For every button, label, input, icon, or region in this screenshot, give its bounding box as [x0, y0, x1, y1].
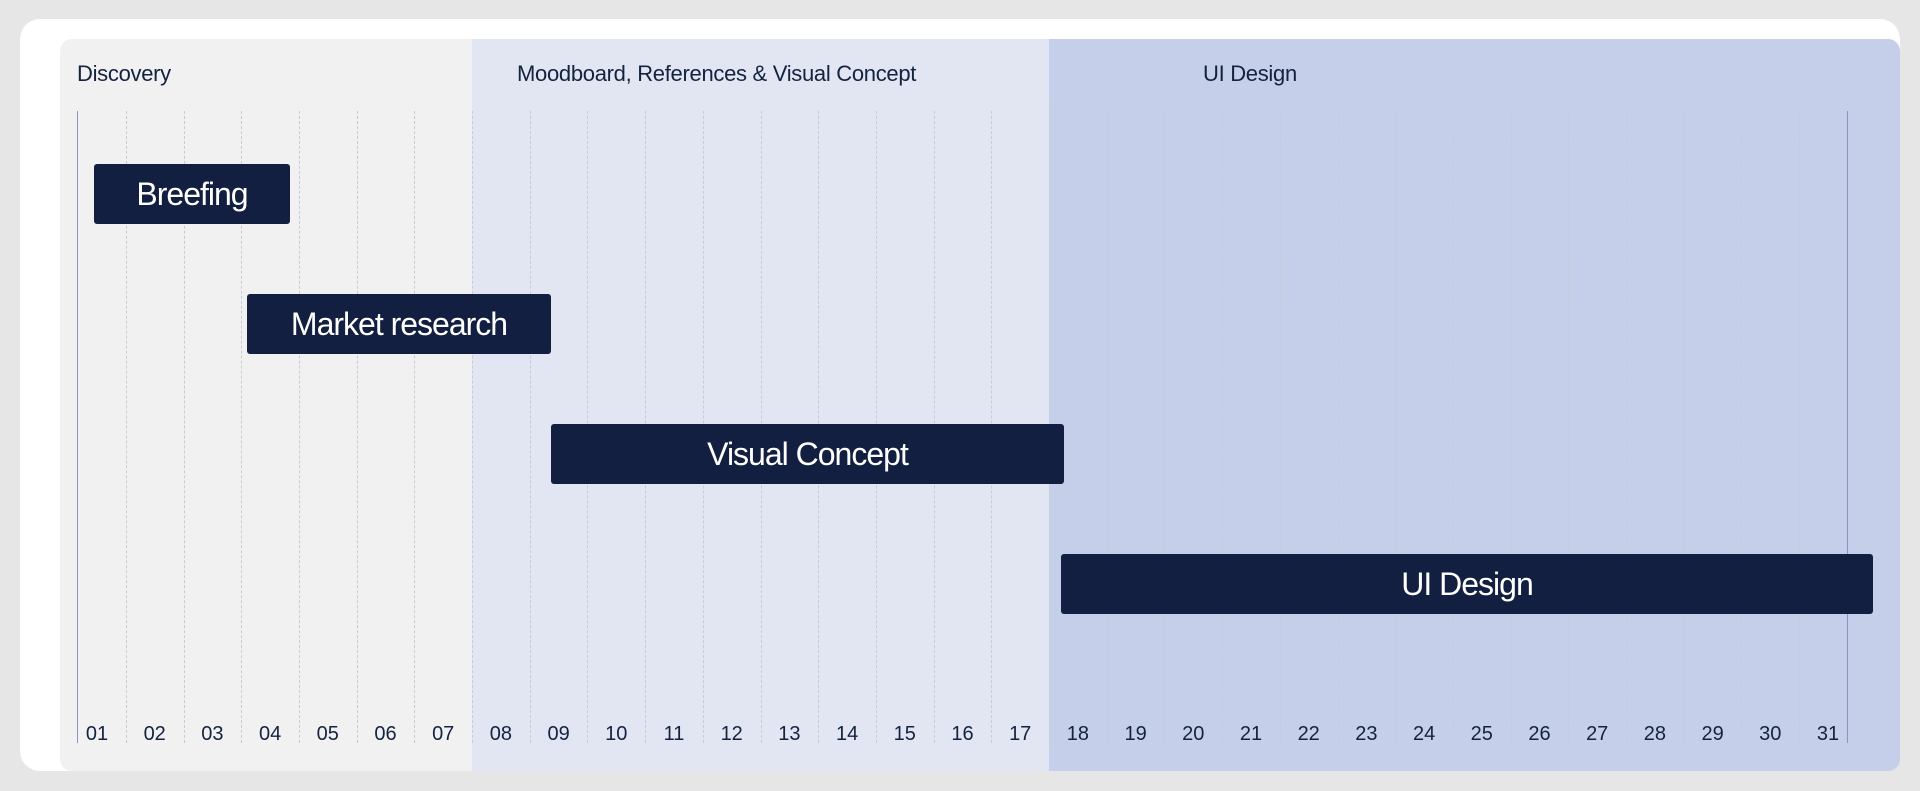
phase-background — [60, 39, 473, 771]
x-tick-label: 05 — [316, 723, 339, 745]
grid-line — [125, 111, 127, 743]
grid-line — [1164, 111, 1166, 743]
grid-line — [1222, 111, 1224, 743]
x-tick-label: 04 — [258, 723, 282, 745]
x-tick-label: 13 — [778, 723, 801, 745]
x-tick-label: 23 — [1355, 723, 1378, 745]
x-tick-label: 08 — [489, 723, 513, 745]
x-tick-label: 27 — [1586, 723, 1609, 745]
x-tick-label: 20 — [1182, 723, 1205, 745]
grid-line — [1799, 111, 1801, 743]
x-tick-label: 30 — [1759, 723, 1782, 745]
task-bar[interactable]: Market research — [247, 294, 551, 354]
x-tick-label: 21 — [1239, 723, 1263, 745]
x-tick-label: 19 — [1124, 723, 1147, 745]
x-tick-label: 10 — [605, 723, 628, 745]
grid-line — [1279, 111, 1281, 743]
x-tick-label: 24 — [1412, 723, 1436, 745]
phase-label: Discovery — [77, 61, 171, 86]
grid-line — [1106, 111, 1108, 743]
task-bar[interactable]: Visual Concept — [551, 424, 1064, 484]
grid-line — [529, 111, 531, 743]
grid-line — [1741, 111, 1743, 743]
grid-line — [1395, 111, 1397, 743]
grid-line — [1337, 111, 1339, 743]
grid-line — [1452, 111, 1454, 743]
grid-line — [298, 111, 300, 743]
x-tick-label: 29 — [1701, 723, 1724, 745]
x-tick-label: 09 — [547, 723, 570, 745]
grid-line — [1626, 111, 1628, 743]
phase-background — [1049, 39, 1900, 771]
x-tick-label: 31 — [1816, 723, 1840, 745]
axis-start-line — [77, 111, 78, 743]
grid-line — [241, 111, 243, 743]
axis-end-line — [1847, 111, 1848, 743]
x-tick-label: 22 — [1297, 723, 1320, 745]
x-tick-label: 15 — [893, 723, 916, 745]
x-tick-label: 26 — [1528, 723, 1551, 745]
x-tick-label: 16 — [951, 723, 974, 745]
grid-line — [414, 111, 416, 743]
chart-card: Discovery Moodboard, References & Visual … — [20, 19, 1900, 771]
x-tick-label: 18 — [1066, 723, 1090, 745]
grid-line — [1510, 111, 1512, 743]
x-tick-label: 12 — [720, 723, 743, 745]
x-tick-label: 03 — [201, 723, 224, 745]
x-tick-label: 11 — [663, 723, 685, 745]
task-bar[interactable]: Breefing — [94, 164, 290, 224]
gantt-chart: Discovery Moodboard, References & Visual … — [60, 39, 1900, 771]
grid-line — [472, 111, 474, 743]
x-tick-label: 17 — [1009, 723, 1032, 745]
x-tick-label: 02 — [143, 723, 166, 745]
x-tick-label: 28 — [1643, 723, 1667, 745]
x-tick-label: 14 — [835, 723, 859, 745]
grid-line — [183, 111, 185, 743]
x-tick-label: 01 — [85, 723, 109, 745]
grid-line — [1683, 111, 1685, 743]
grid-line — [1568, 111, 1570, 743]
x-tick-label: 06 — [374, 723, 397, 745]
x-tick-label: 25 — [1470, 723, 1493, 745]
x-tick-label: 07 — [432, 723, 455, 745]
task-bar[interactable]: UI Design — [1061, 554, 1873, 614]
phase-label: Moodboard, References & Visual Concept — [517, 61, 917, 86]
phase-label: UI Design — [1203, 61, 1297, 86]
grid-line — [356, 111, 358, 743]
